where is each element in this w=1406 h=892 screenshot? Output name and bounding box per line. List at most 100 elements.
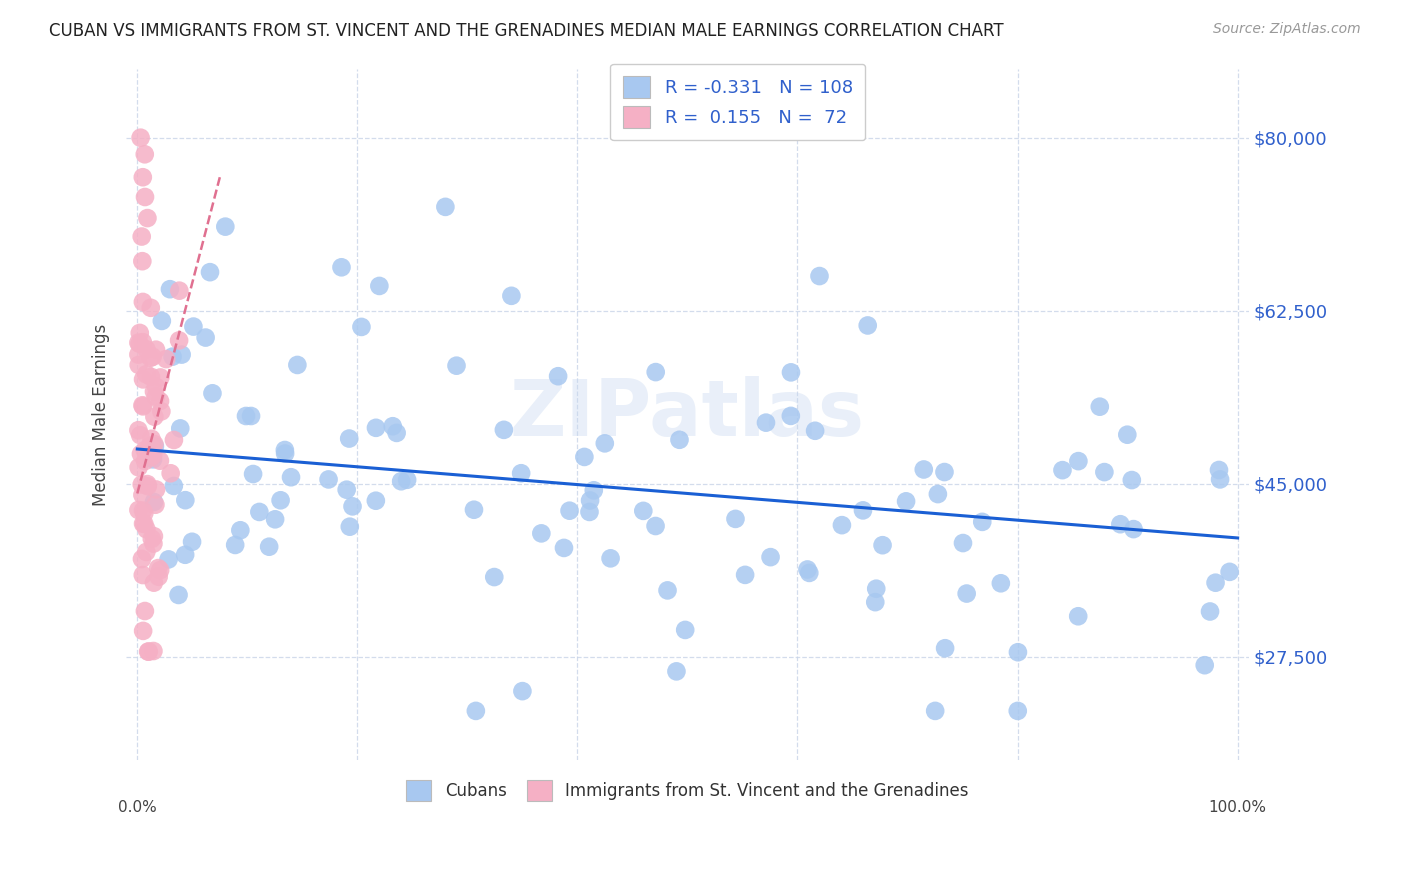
Point [1092, 465, 1115, 479]
Point [342, 500, 364, 514]
Point [139, 351, 162, 365]
Point [139, 301, 162, 315]
Point [1122, 522, 1144, 536]
Point [141, 442, 163, 456]
Point [134, 516, 156, 531]
Point [128, 358, 150, 372]
Point [574, 450, 596, 464]
Point [131, 398, 153, 412]
Point [131, 229, 153, 244]
Point [644, 365, 666, 379]
Point [163, 479, 186, 493]
Point [240, 409, 263, 423]
Text: 0.0%: 0.0% [118, 800, 156, 815]
Point [169, 284, 191, 298]
Point [141, 432, 163, 446]
Point [135, 522, 157, 536]
Point [644, 519, 666, 533]
Point [128, 460, 150, 475]
Point [1209, 472, 1232, 486]
Point [990, 576, 1012, 591]
Point [127, 423, 149, 437]
Point [131, 254, 153, 268]
Point [143, 439, 166, 453]
Point [150, 404, 173, 418]
Point [927, 487, 949, 501]
Point [633, 504, 655, 518]
Point [142, 644, 165, 658]
Point [148, 561, 170, 575]
Point [1194, 658, 1216, 673]
Point [1208, 463, 1230, 477]
Point [872, 538, 894, 552]
Point [174, 548, 197, 562]
Point [396, 473, 419, 487]
Point [159, 467, 181, 481]
Point [972, 515, 994, 529]
Point [337, 432, 360, 446]
Point [132, 170, 155, 185]
Point [134, 443, 156, 458]
Point [934, 465, 956, 479]
Point [141, 532, 163, 546]
Point [142, 448, 165, 462]
Point [350, 320, 373, 334]
Point [229, 523, 252, 537]
Point [831, 518, 853, 533]
Point [224, 538, 246, 552]
Point [142, 575, 165, 590]
Point [132, 372, 155, 386]
Point [159, 282, 181, 296]
Point [136, 479, 159, 493]
Point [149, 453, 172, 467]
Point [131, 477, 153, 491]
Point [1007, 704, 1029, 718]
Point [131, 552, 153, 566]
Point [143, 495, 166, 509]
Point [155, 352, 177, 367]
Point [235, 409, 257, 423]
Point [132, 624, 155, 638]
Y-axis label: Median Male Earnings: Median Male Earnings [93, 323, 110, 506]
Point [167, 588, 190, 602]
Point [128, 326, 150, 340]
Point [1052, 463, 1074, 477]
Point [148, 570, 170, 584]
Point [134, 454, 156, 468]
Point [132, 516, 155, 531]
Point [134, 190, 156, 204]
Point [339, 519, 361, 533]
Point [924, 704, 946, 718]
Point [132, 568, 155, 582]
Point [138, 644, 160, 658]
Point [665, 665, 688, 679]
Point [593, 436, 616, 450]
Point [132, 503, 155, 517]
Point [201, 386, 224, 401]
Point [280, 470, 302, 484]
Point [934, 641, 956, 656]
Point [127, 335, 149, 350]
Point [143, 384, 166, 399]
Point [157, 552, 180, 566]
Point [142, 536, 165, 550]
Point [242, 467, 264, 481]
Point [132, 294, 155, 309]
Point [434, 200, 457, 214]
Point [138, 439, 160, 453]
Point [1205, 575, 1227, 590]
Point [318, 472, 340, 486]
Point [145, 389, 167, 403]
Point [183, 319, 205, 334]
Point [169, 421, 191, 435]
Point [145, 483, 167, 497]
Point [579, 493, 602, 508]
Point [1121, 473, 1143, 487]
Point [132, 335, 155, 350]
Point [734, 567, 756, 582]
Point [162, 350, 184, 364]
Point [194, 330, 217, 344]
Point [247, 505, 270, 519]
Point [558, 504, 581, 518]
Point [759, 550, 782, 565]
